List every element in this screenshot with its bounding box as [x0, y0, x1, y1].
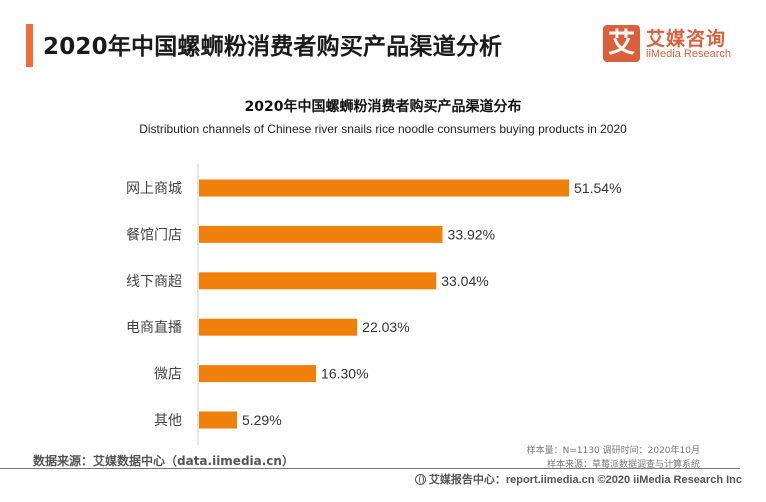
category-label: 网上商城 — [126, 181, 182, 197]
data-label: 16.30% — [321, 366, 368, 382]
bar-chart: 网上商城 51.54% 餐馆门店 33.92% 线下商超 33.04% 电商直播 22.03%… — [126, 164, 622, 445]
data-label: 51.54% — [574, 180, 621, 196]
category-label: 微店 — [154, 367, 182, 383]
footer-divider — [0, 468, 740, 469]
bar — [199, 318, 358, 336]
category-label: 线下商超 — [126, 274, 182, 290]
logo-mark-icon: 艾 — [603, 25, 640, 62]
category-label: 餐馆门店 — [126, 227, 182, 243]
report-center-text: 艾媒报告中心：report.iimedia.cn ©2020 iiMedia R… — [428, 474, 742, 486]
data-label: 22.03% — [362, 319, 409, 335]
data-source: 数据来源：艾媒数据中心（data.iimedia.cn） — [33, 454, 294, 468]
category-label: 其他 — [154, 413, 182, 429]
data-label: 33.04% — [441, 273, 488, 289]
bar — [199, 272, 437, 290]
bar — [199, 411, 237, 429]
globe-icon — [414, 474, 426, 485]
bar — [199, 179, 570, 197]
page-title: 2020年中国螺蛳粉消费者购买产品渠道分析 — [43, 34, 503, 60]
data-label: 33.92% — [448, 226, 495, 242]
logo-text-cn: 艾媒咨询 — [646, 28, 727, 50]
data-label: 5.29% — [242, 412, 282, 428]
footer-report-center: 艾媒报告中心：report.iimedia.cn ©2020 iiMedia R… — [414, 471, 742, 487]
bar — [199, 365, 317, 383]
bar — [199, 225, 443, 243]
sample-source: 样本来源：草莓派数据调查与计算系统 — [546, 460, 700, 470]
logo-text-en: iiMedia Research — [646, 48, 731, 60]
sample-info: 样本量：N=1130 调研时间：2020年10月 — [526, 446, 700, 456]
chart-title: 2020年中国螺蛳粉消费者购买产品渠道分布 — [244, 99, 522, 115]
chart-subtitle: Distribution channels of Chinese river s… — [139, 122, 627, 136]
title-accent-bar — [26, 24, 33, 67]
category-label: 电商直播 — [126, 319, 182, 336]
